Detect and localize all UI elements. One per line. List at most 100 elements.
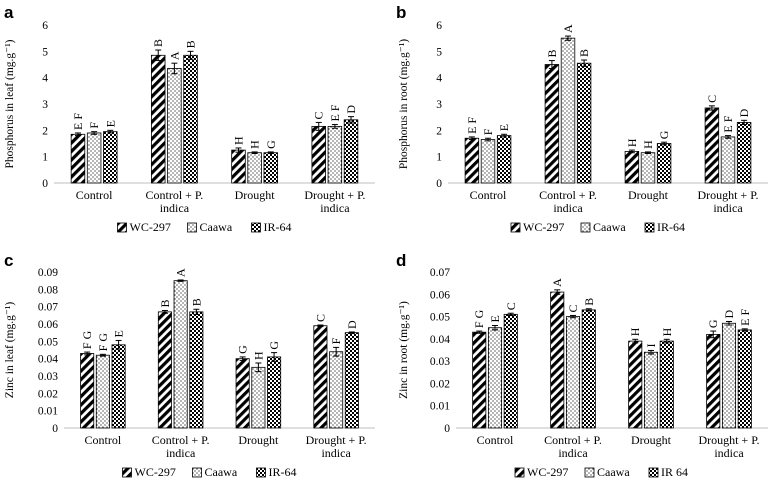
x-tick-label: indica [160,201,190,215]
legend-swatch [510,222,521,233]
y-tick-label: 0.03 [38,371,58,383]
y-tick-label: 0.02 [430,378,450,390]
y-tick-label: 0 [436,178,442,190]
y-tick-label: 1 [42,152,48,164]
legend-entry: Caawa [200,220,233,234]
x-tick-label: indica [320,201,350,215]
bar [503,313,518,429]
data-label: B [545,50,559,58]
bar [263,152,278,184]
x-tick-label: Drought [631,433,672,447]
y-tick-label: 0.07 [38,302,58,314]
y-tick-label: 0.02 [38,388,58,400]
legend-entry: WC-297 [527,465,568,479]
bar [640,152,656,184]
bar [720,136,736,184]
y-axis-label: Phosphorus in leaf (mg.g⁻¹) [4,39,16,168]
data-label: E F [721,115,735,132]
bar [173,280,188,429]
x-tick-label: indica [713,201,743,215]
legend-swatch [584,467,595,478]
bar [496,135,512,184]
bar [704,107,720,184]
y-tick-label: 6 [436,20,442,32]
y-tick-label: 0.04 [430,334,450,346]
data-label: F G [96,333,110,352]
legend-swatch [187,222,197,233]
legend-swatch [580,222,591,233]
bar [464,137,480,184]
bar [487,327,503,429]
data-label: H [251,351,265,360]
data-label: E F [328,104,342,121]
bar [480,139,496,184]
legend-entry: WC-297 [135,465,176,479]
bar [736,122,752,184]
data-label: H [625,138,639,147]
data-label: E F [71,113,85,130]
bar [737,329,752,429]
x-tick-label: Drought + P. [306,433,367,447]
y-axis-label: Zinc in leaf (mg.g⁻¹) [4,302,16,399]
bar [167,68,182,184]
y-tick-label: 0.01 [38,406,58,418]
legend-swatch [256,467,266,478]
bar [560,37,576,184]
data-label: B [582,298,596,306]
x-tick-label: Control [470,188,507,202]
x-tick-label: Control + P. [539,188,597,202]
legend-entry: Caawa [597,465,630,479]
y-tick-label: 0.09 [38,267,58,279]
bar [343,119,359,184]
bar [311,125,326,184]
y-tick-label: 2 [436,125,442,137]
bar [344,332,359,429]
x-tick-label: Control + P. [152,433,210,447]
bar [247,152,262,184]
x-tick-label: Control [477,433,514,447]
bar [329,351,344,429]
bar [576,62,592,184]
panel-letter: a [4,3,14,22]
legend-swatch [514,467,525,478]
y-tick-label: 0 [42,178,48,190]
legend-entry: IR 64 [661,465,688,479]
bar [550,291,565,429]
x-tick-label: Drought + P. [697,188,758,202]
data-label: G [264,140,278,149]
data-label: B [184,40,198,48]
legend-entry: WC-297 [523,220,564,234]
x-tick-label: indica [166,446,196,460]
data-label: G [706,319,720,328]
bar [111,344,126,429]
panel-letter: c [4,251,13,270]
bar [624,150,640,184]
data-label: C [504,302,518,310]
bar [157,311,172,429]
data-label: D [722,309,736,318]
chart-panel-d: d 0 0.01 0.02 0.03 0.04 0.05 0.06 0.07 Zinc in ro… [396,251,768,479]
data-label: B [158,299,172,307]
x-tick-label: indica [553,201,583,215]
bar [70,133,86,184]
bar [86,132,102,184]
bar [231,149,246,184]
bar [267,356,282,429]
y-tick-label: 4 [436,73,442,85]
panel-letter: d [396,251,406,270]
bar [251,366,266,429]
data-label: H [641,140,655,149]
x-tick-label: Control + P. [145,188,203,202]
data-label: E [103,120,117,127]
bar [721,322,737,429]
y-tick-label: 0.06 [430,289,450,301]
legend-entry: WC-297 [130,220,171,234]
y-tick-label: 0.05 [430,312,450,324]
data-label: I [644,343,658,347]
bar [235,358,250,429]
bar [628,340,643,429]
bar [313,325,328,429]
